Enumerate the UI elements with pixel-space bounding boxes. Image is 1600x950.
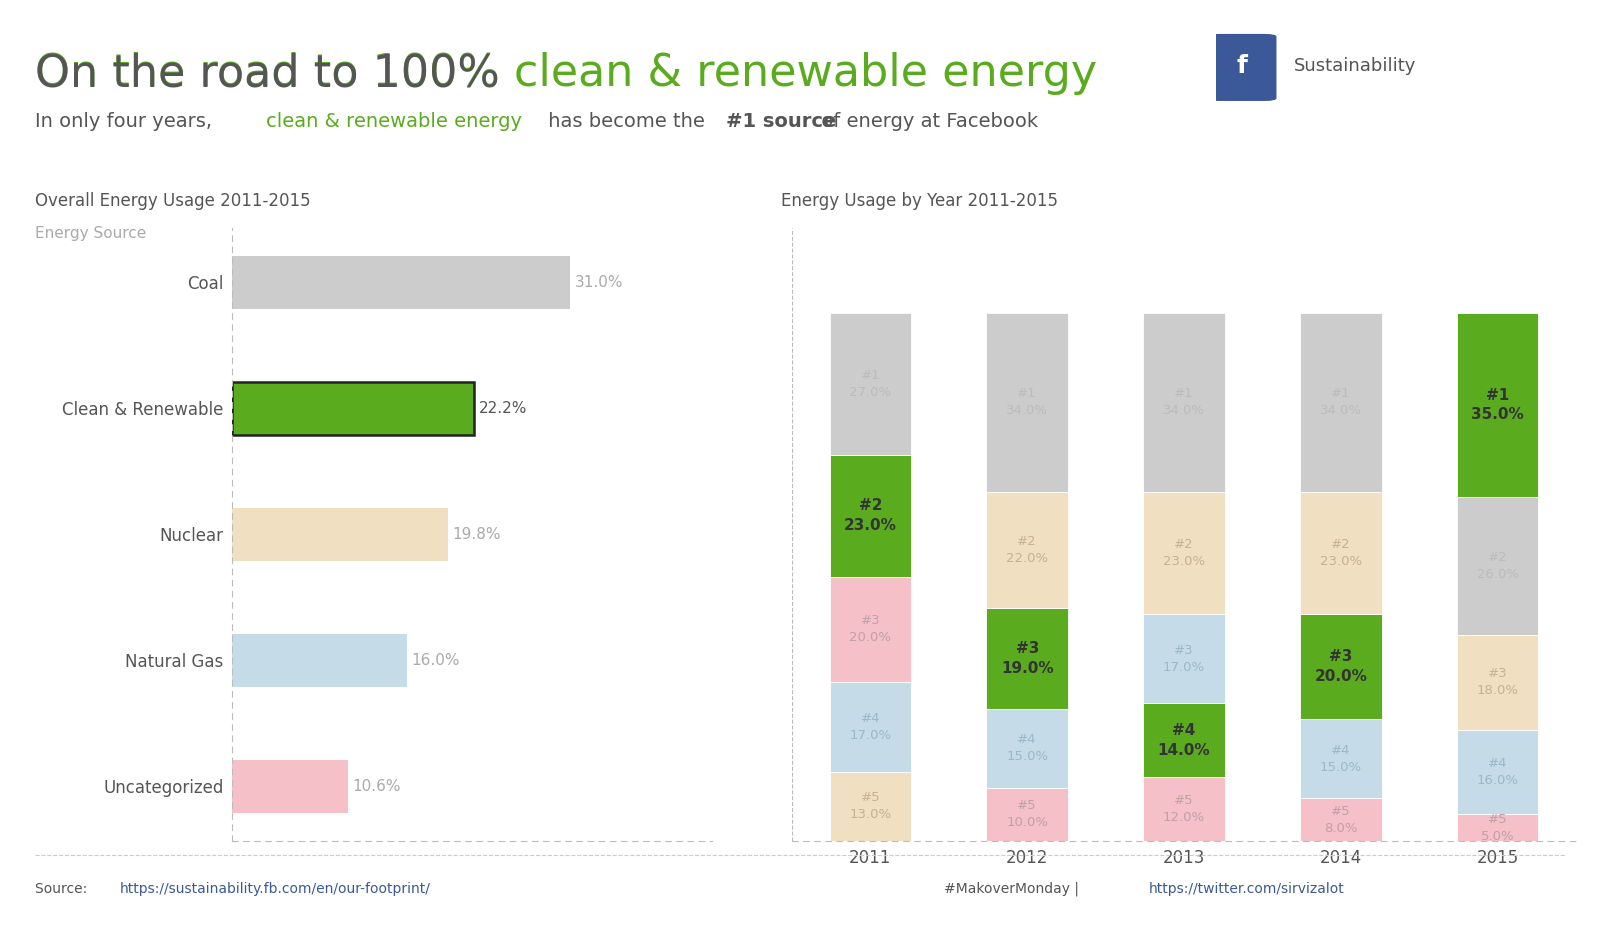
Bar <box>1458 313 1538 498</box>
Text: #4
15.0%: #4 15.0% <box>1320 744 1362 774</box>
Text: #4
14.0%: #4 14.0% <box>1158 723 1210 758</box>
Bar <box>1458 635 1538 730</box>
Text: #2
23.0%: #2 23.0% <box>843 499 898 533</box>
Text: #5
8.0%: #5 8.0% <box>1325 805 1357 835</box>
Text: #3
18.0%: #3 18.0% <box>1477 667 1518 697</box>
Text: #1
34.0%: #1 34.0% <box>1006 388 1048 417</box>
Text: #MakoverMonday |: #MakoverMonday | <box>944 882 1083 897</box>
Text: 16.0%: 16.0% <box>411 653 459 668</box>
Bar <box>1458 498 1538 635</box>
Bar <box>1144 313 1224 492</box>
Bar <box>1301 719 1381 799</box>
Text: #1
35.0%: #1 35.0% <box>1472 388 1523 423</box>
Text: #1
34.0%: #1 34.0% <box>1163 388 1205 417</box>
Text: #3
19.0%: #3 19.0% <box>1002 641 1053 675</box>
Text: https://twitter.com/sirvizalot: https://twitter.com/sirvizalot <box>1149 882 1344 896</box>
Bar <box>987 788 1067 841</box>
Text: #4
16.0%: #4 16.0% <box>1477 757 1518 788</box>
Text: Overall Energy Usage 2011-2015: Overall Energy Usage 2011-2015 <box>35 192 310 210</box>
FancyBboxPatch shape <box>1208 34 1277 101</box>
Text: 31.0%: 31.0% <box>574 275 622 290</box>
Text: of energy at Facebook: of energy at Facebook <box>814 112 1038 131</box>
Text: 10.6%: 10.6% <box>352 779 400 794</box>
Text: #5
5.0%: #5 5.0% <box>1480 812 1515 843</box>
Text: In only four years,: In only four years, <box>35 112 219 131</box>
Bar <box>1458 814 1538 841</box>
Text: Energy Source: Energy Source <box>35 226 147 241</box>
Text: 19.8%: 19.8% <box>453 527 501 541</box>
Text: #3
17.0%: #3 17.0% <box>1163 643 1205 674</box>
Text: On the road to 100%: On the road to 100% <box>35 52 514 95</box>
Bar <box>1301 492 1381 614</box>
Bar <box>987 709 1067 788</box>
Bar <box>830 682 910 772</box>
Bar <box>1144 777 1224 841</box>
Text: #1
34.0%: #1 34.0% <box>1320 388 1362 417</box>
Text: #3
20.0%: #3 20.0% <box>850 615 891 644</box>
Bar <box>1301 614 1381 719</box>
Text: https://sustainability.fb.com/en/our-footprint/: https://sustainability.fb.com/en/our-foo… <box>120 882 430 896</box>
Text: Sustainability: Sustainability <box>1294 57 1416 75</box>
Text: #3
20.0%: #3 20.0% <box>1314 649 1368 684</box>
Bar <box>1144 703 1224 777</box>
Text: #5
12.0%: #5 12.0% <box>1163 794 1205 824</box>
Text: has become the: has become the <box>542 112 712 131</box>
Text: clean & renewable energy: clean & renewable energy <box>266 112 522 131</box>
Text: #5
13.0%: #5 13.0% <box>850 791 891 822</box>
Text: #5
10.0%: #5 10.0% <box>1006 799 1048 829</box>
Bar <box>1301 799 1381 841</box>
Bar <box>830 772 910 841</box>
Text: #1 source: #1 source <box>726 112 837 131</box>
Text: #2
23.0%: #2 23.0% <box>1320 538 1362 568</box>
Text: f: f <box>1237 54 1248 78</box>
Bar <box>1301 313 1381 492</box>
Bar <box>1144 614 1224 703</box>
Bar <box>830 577 910 682</box>
Text: On the road to 100% clean & renewable energy: On the road to 100% clean & renewable en… <box>35 52 1098 95</box>
Text: Energy Usage by Year 2011-2015: Energy Usage by Year 2011-2015 <box>781 192 1058 210</box>
Text: #2
23.0%: #2 23.0% <box>1163 538 1205 568</box>
Bar <box>232 382 474 435</box>
Bar <box>1458 730 1538 814</box>
Bar <box>830 455 910 577</box>
Text: #1
27.0%: #1 27.0% <box>850 369 891 399</box>
Text: 22.2%: 22.2% <box>478 401 526 416</box>
Bar <box>232 256 570 309</box>
Bar <box>830 313 910 455</box>
Text: Source:: Source: <box>35 882 91 896</box>
Bar <box>987 492 1067 608</box>
Bar <box>232 760 347 813</box>
Text: #4
17.0%: #4 17.0% <box>850 712 891 742</box>
Bar <box>232 634 406 687</box>
Bar <box>232 508 448 560</box>
Bar <box>987 608 1067 709</box>
Text: #4
15.0%: #4 15.0% <box>1006 733 1048 763</box>
Bar <box>987 313 1067 492</box>
Text: #2
22.0%: #2 22.0% <box>1006 535 1048 565</box>
Bar <box>1144 492 1224 614</box>
Text: #2
26.0%: #2 26.0% <box>1477 551 1518 581</box>
